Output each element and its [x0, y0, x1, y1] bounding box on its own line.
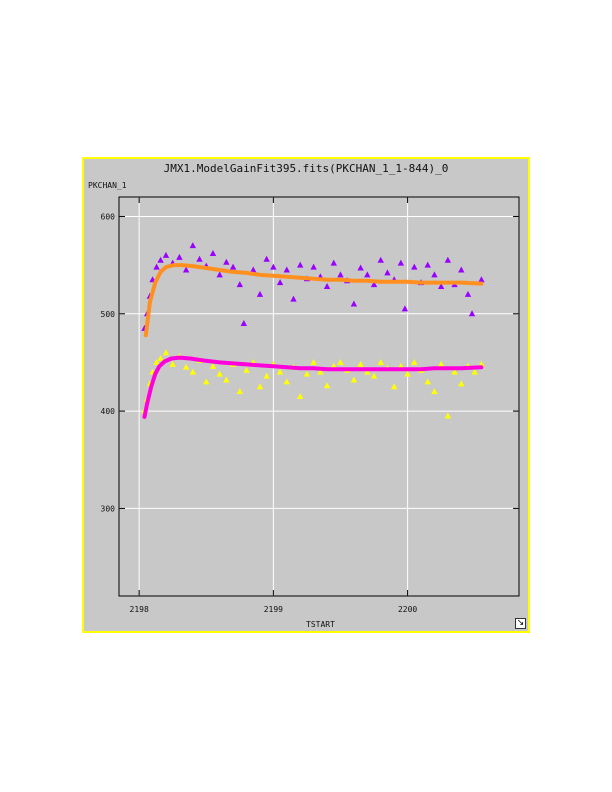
data-point-series-1 — [243, 366, 250, 373]
data-point-series-1 — [256, 383, 264, 390]
data-point-series-0 — [157, 256, 164, 263]
data-point-series-1 — [444, 412, 452, 419]
data-point-series-0 — [223, 258, 230, 265]
x-tick-label: 2198 — [130, 605, 149, 614]
data-point-series-0 — [182, 266, 190, 273]
data-point-series-0 — [458, 266, 465, 273]
data-point-series-1 — [162, 349, 170, 356]
data-point-series-1 — [377, 358, 384, 365]
data-point-series-1 — [236, 388, 244, 395]
plot-window: JMX1.ModelGainFit395.fits(PKCHAN_1_1-844… — [82, 157, 530, 633]
data-point-series-0 — [297, 261, 304, 268]
data-point-series-1 — [283, 378, 290, 385]
data-point-series-0 — [276, 279, 284, 286]
data-point-series-1 — [437, 360, 445, 367]
data-point-series-0 — [411, 263, 418, 270]
data-point-series-0 — [256, 290, 264, 297]
y-tick-label: 600 — [101, 212, 116, 221]
data-point-series-1 — [182, 363, 190, 370]
data-point-series-1 — [317, 368, 324, 375]
data-point-series-0 — [229, 263, 237, 270]
data-point-series-0 — [189, 242, 197, 249]
data-point-series-1 — [263, 372, 270, 379]
data-point-series-0 — [270, 263, 277, 270]
data-point-series-1 — [189, 368, 197, 375]
y-axis-label: PKCHAN_1 — [88, 181, 127, 190]
data-point-series-1 — [411, 358, 418, 365]
data-point-series-1 — [370, 372, 378, 379]
x-tick-label: 2200 — [398, 605, 417, 614]
data-point-series-0 — [364, 271, 371, 278]
data-point-series-0 — [397, 259, 405, 266]
y-tick-label: 500 — [101, 310, 116, 319]
data-point-series-0 — [468, 310, 476, 317]
data-point-series-0 — [263, 255, 270, 262]
data-point-series-0 — [216, 271, 223, 278]
data-point-series-1 — [323, 382, 331, 389]
data-point-series-1 — [276, 368, 284, 375]
data-point-series-0 — [290, 295, 297, 302]
data-point-series-1 — [153, 358, 160, 365]
data-point-series-1 — [157, 355, 164, 362]
data-point-series-1 — [203, 378, 210, 385]
data-point-series-0 — [401, 305, 409, 312]
data-point-series-0 — [209, 249, 217, 256]
data-point-series-1 — [209, 362, 217, 369]
x-tick-label: 2199 — [264, 605, 283, 614]
data-point-series-1 — [451, 368, 458, 375]
data-point-series-0 — [283, 266, 290, 273]
data-point-series-0 — [444, 256, 452, 263]
fit-curve-3 — [142, 355, 484, 419]
data-point-series-1 — [357, 360, 364, 367]
data-point-series-0 — [250, 266, 257, 273]
data-point-series-1 — [337, 358, 344, 365]
data-point-series-0 — [323, 283, 331, 290]
data-point-series-0 — [384, 269, 391, 276]
data-point-series-0 — [377, 256, 384, 263]
plot-canvas: 300 400 500 600 2198 2199 2200 — [101, 196, 520, 614]
data-point-series-0 — [310, 263, 317, 270]
fit-curve-2 — [143, 263, 484, 338]
data-point-series-1 — [458, 380, 465, 387]
data-point-series-0 — [357, 264, 364, 271]
y-tick-label: 400 — [101, 407, 116, 416]
data-point-series-0 — [337, 271, 344, 278]
y-tick-label: 300 — [101, 504, 116, 513]
data-point-series-0 — [196, 255, 203, 262]
data-point-series-0 — [350, 300, 358, 307]
data-point-series-1 — [424, 378, 431, 385]
data-point-series-1 — [297, 393, 304, 399]
data-point-series-0 — [431, 271, 438, 278]
data-point-series-1 — [350, 376, 358, 383]
data-point-series-0 — [437, 283, 445, 290]
data-point-series-0 — [240, 320, 248, 327]
plot-title: JMX1.ModelGainFit395.fits(PKCHAN_1_1-844… — [163, 162, 449, 175]
data-point-series-1 — [471, 368, 478, 375]
data-point-series-0 — [153, 263, 160, 270]
data-point-series-1 — [431, 388, 438, 395]
data-point-series-0 — [330, 259, 337, 266]
data-point-series-0 — [424, 261, 431, 268]
data-point-series-1 — [390, 383, 398, 390]
data-point-series-1 — [404, 370, 411, 377]
data-point-series-1 — [216, 370, 223, 377]
data-point-series-0 — [236, 281, 244, 288]
data-point-series-0 — [478, 276, 485, 283]
data-point-series-0 — [162, 251, 170, 258]
data-point-series-0 — [176, 253, 183, 260]
data-point-series-1 — [364, 368, 371, 375]
data-point-series-1 — [223, 376, 230, 383]
data-point-series-0 — [370, 281, 378, 288]
data-point-series-1 — [169, 360, 176, 367]
data-point-series-1 — [303, 370, 311, 377]
data-point-series-1 — [310, 358, 317, 365]
resize-arrow-icon[interactable]: ↘ — [515, 618, 526, 629]
x-axis-label: TSTART — [306, 620, 335, 629]
data-point-series-0 — [464, 290, 472, 297]
